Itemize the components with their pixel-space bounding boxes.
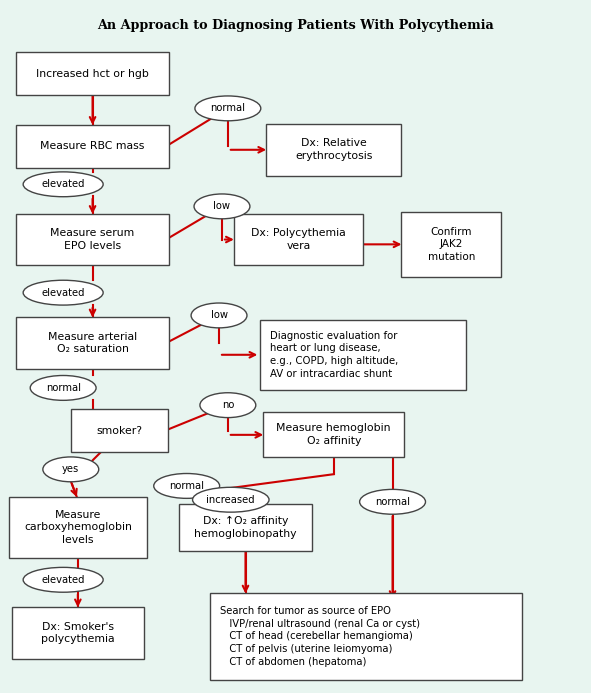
Text: no: no	[222, 400, 234, 410]
Text: Dx: Polycythemia
vera: Dx: Polycythemia vera	[251, 228, 346, 251]
Text: elevated: elevated	[41, 288, 85, 298]
Text: Measure arterial
O₂ saturation: Measure arterial O₂ saturation	[48, 332, 137, 354]
Ellipse shape	[154, 473, 220, 498]
FancyBboxPatch shape	[16, 53, 169, 95]
Text: increased: increased	[206, 495, 255, 505]
FancyBboxPatch shape	[9, 497, 147, 558]
Text: Increased hct or hgb: Increased hct or hgb	[36, 69, 149, 79]
FancyBboxPatch shape	[12, 607, 144, 659]
Text: normal: normal	[169, 481, 204, 491]
Text: yes: yes	[62, 464, 79, 475]
FancyBboxPatch shape	[266, 124, 401, 175]
Text: Measure serum
EPO levels: Measure serum EPO levels	[50, 228, 135, 251]
Text: Confirm
JAK2
mutation: Confirm JAK2 mutation	[428, 227, 475, 262]
Text: Dx: Smoker's
polycythemia: Dx: Smoker's polycythemia	[41, 622, 115, 644]
Ellipse shape	[43, 457, 99, 482]
Text: An Approach to Diagnosing Patients With Polycythemia: An Approach to Diagnosing Patients With …	[97, 19, 494, 32]
Text: Dx: ↑O₂ affinity
hemoglobinopathy: Dx: ↑O₂ affinity hemoglobinopathy	[194, 516, 297, 538]
Text: normal: normal	[46, 383, 80, 393]
Ellipse shape	[23, 568, 103, 593]
FancyBboxPatch shape	[179, 504, 311, 551]
FancyBboxPatch shape	[233, 213, 363, 265]
Text: Diagnostic evaluation for
heart or lung disease,
e.g., COPD, high altitude,
AV o: Diagnostic evaluation for heart or lung …	[270, 331, 398, 379]
FancyBboxPatch shape	[263, 412, 404, 457]
Text: Measure RBC mass: Measure RBC mass	[40, 141, 145, 151]
Text: Measure
carboxyhemoglobin
levels: Measure carboxyhemoglobin levels	[24, 509, 132, 545]
Text: low: low	[210, 310, 228, 320]
FancyBboxPatch shape	[16, 317, 169, 369]
Ellipse shape	[359, 489, 426, 514]
Ellipse shape	[23, 280, 103, 305]
Ellipse shape	[23, 172, 103, 197]
Text: low: low	[213, 202, 230, 211]
Ellipse shape	[200, 393, 256, 418]
FancyBboxPatch shape	[401, 211, 501, 277]
Ellipse shape	[193, 487, 269, 512]
Ellipse shape	[195, 96, 261, 121]
Text: smoker?: smoker?	[96, 426, 142, 436]
Text: Dx: Relative
erythrocytosis: Dx: Relative erythrocytosis	[295, 139, 372, 161]
Text: Search for tumor as source of EPO
   IVP/renal ultrasound (renal Ca or cyst)
   : Search for tumor as source of EPO IVP/re…	[220, 606, 420, 667]
Text: elevated: elevated	[41, 179, 85, 189]
FancyBboxPatch shape	[16, 125, 169, 168]
Text: elevated: elevated	[41, 574, 85, 585]
Text: Measure hemoglobin
O₂ affinity: Measure hemoglobin O₂ affinity	[277, 423, 391, 446]
FancyBboxPatch shape	[210, 593, 522, 680]
Text: normal: normal	[210, 103, 245, 114]
FancyBboxPatch shape	[70, 410, 168, 452]
Ellipse shape	[191, 303, 247, 328]
FancyBboxPatch shape	[260, 319, 466, 390]
Ellipse shape	[194, 194, 250, 219]
Ellipse shape	[30, 376, 96, 401]
FancyBboxPatch shape	[16, 213, 169, 265]
Text: normal: normal	[375, 497, 410, 507]
